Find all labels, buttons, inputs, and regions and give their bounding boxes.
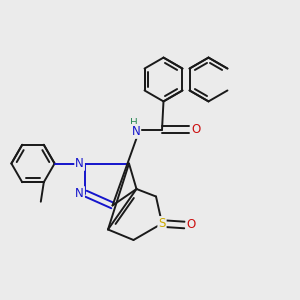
Text: N: N [131,125,140,138]
Text: O: O [192,123,201,136]
Text: N: N [75,157,84,170]
Text: H: H [130,118,138,128]
Text: N: N [75,187,84,200]
Text: S: S [158,217,166,230]
Text: O: O [187,218,196,232]
